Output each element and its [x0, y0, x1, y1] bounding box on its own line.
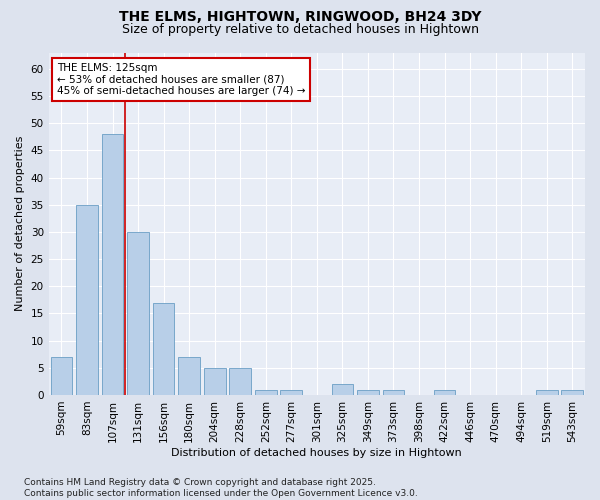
Bar	[178, 357, 200, 395]
Bar	[229, 368, 251, 395]
Bar	[204, 368, 226, 395]
Bar	[127, 232, 149, 395]
Bar	[101, 134, 124, 395]
Bar	[153, 302, 175, 395]
Text: THE ELMS: 125sqm
← 53% of detached houses are smaller (87)
45% of semi-detached : THE ELMS: 125sqm ← 53% of detached house…	[57, 63, 305, 96]
Bar	[434, 390, 455, 395]
Text: Contains HM Land Registry data © Crown copyright and database right 2025.
Contai: Contains HM Land Registry data © Crown c…	[24, 478, 418, 498]
X-axis label: Distribution of detached houses by size in Hightown: Distribution of detached houses by size …	[172, 448, 462, 458]
Bar	[562, 390, 583, 395]
Text: THE ELMS, HIGHTOWN, RINGWOOD, BH24 3DY: THE ELMS, HIGHTOWN, RINGWOOD, BH24 3DY	[119, 10, 481, 24]
Bar	[280, 390, 302, 395]
Y-axis label: Number of detached properties: Number of detached properties	[15, 136, 25, 312]
Bar	[536, 390, 557, 395]
Bar	[50, 357, 72, 395]
Text: Size of property relative to detached houses in Hightown: Size of property relative to detached ho…	[121, 22, 479, 36]
Bar	[76, 204, 98, 395]
Bar	[357, 390, 379, 395]
Bar	[383, 390, 404, 395]
Bar	[332, 384, 353, 395]
Bar	[255, 390, 277, 395]
